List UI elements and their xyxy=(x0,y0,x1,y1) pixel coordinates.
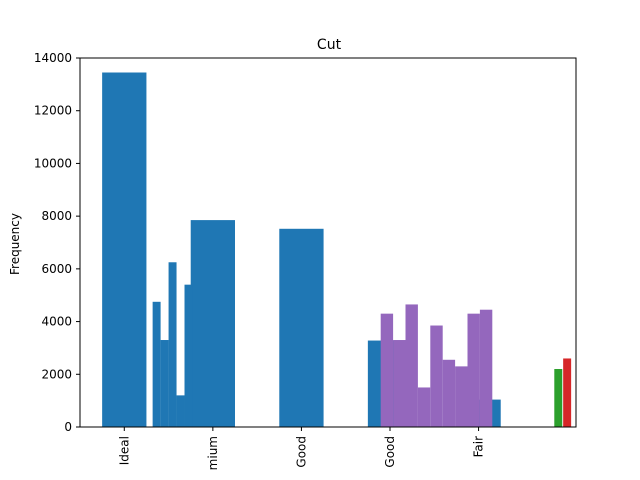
overlay-bar xyxy=(467,313,480,427)
bar-good xyxy=(279,228,324,427)
overlay-bar xyxy=(393,340,406,427)
x-tick-label: Ideal xyxy=(117,436,131,465)
overlay-bar xyxy=(184,284,193,427)
y-tick-label: 2000 xyxy=(41,367,72,381)
x-tick-label: Good xyxy=(383,436,397,468)
x-tick-label: Good xyxy=(294,436,308,468)
bar-ideal xyxy=(102,72,147,427)
y-tick-label: 14000 xyxy=(34,51,72,65)
overlay-bar xyxy=(176,395,185,427)
y-axis-label: Frequency xyxy=(8,213,22,275)
overlay-bar xyxy=(479,309,493,427)
edge-bar xyxy=(563,358,572,427)
overlay-bar xyxy=(455,366,468,427)
overlay-bar xyxy=(405,304,418,427)
x-tick-label: Fair xyxy=(472,436,486,457)
y-tick-label: 10000 xyxy=(34,156,72,170)
chart-title: Cut xyxy=(317,37,342,53)
y-tick-label: 6000 xyxy=(41,262,72,276)
overlay-bar xyxy=(152,301,161,427)
plot-frame xyxy=(79,57,577,428)
x-tick-label: mium xyxy=(206,436,220,470)
bar-mium xyxy=(190,220,235,427)
overlay-bar xyxy=(160,340,169,427)
overlay-bar xyxy=(168,262,177,427)
bars-group xyxy=(102,72,572,427)
overlay-bar xyxy=(430,325,443,427)
y-tick-label: 0 xyxy=(64,420,72,434)
y-tick-label: 12000 xyxy=(34,104,72,118)
overlay-bar xyxy=(442,359,456,427)
y-axis: 0 2000 4000 6000 8000 10000 12000 14000 xyxy=(34,51,80,434)
y-tick-label: 8000 xyxy=(41,209,72,223)
y-tick-label: 4000 xyxy=(41,315,72,329)
x-axis: Ideal mium Good Good Fair xyxy=(117,427,486,470)
overlay-bar xyxy=(417,387,431,427)
overlay-bar xyxy=(380,313,394,427)
edge-bar xyxy=(554,369,563,427)
